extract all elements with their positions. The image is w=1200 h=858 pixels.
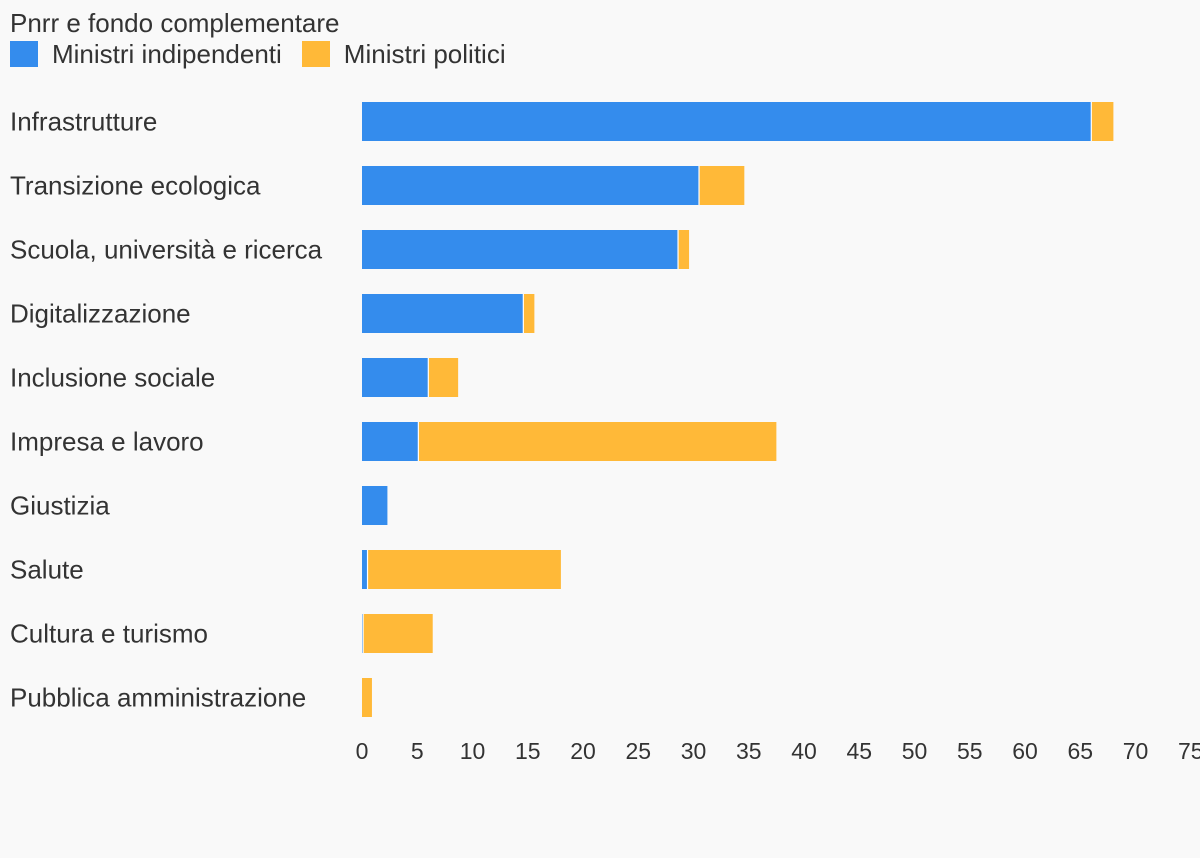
chart-title: Pnrr e fondo complementare bbox=[10, 8, 340, 38]
category-label-scuola-universit-e-ricerca: Scuola, università e ricerca bbox=[10, 235, 323, 265]
x-tick-label: 5 bbox=[411, 738, 424, 764]
bar-political-pubblica-amministrazione[interactable] bbox=[362, 678, 372, 717]
category-label-inclusione-sociale: Inclusione sociale bbox=[10, 363, 215, 393]
bar-independent-giustizia[interactable] bbox=[362, 486, 388, 525]
bar-political-inclusione-sociale[interactable] bbox=[428, 358, 459, 397]
x-tick-label: 40 bbox=[791, 738, 817, 764]
category-label-giustizia: Giustizia bbox=[10, 491, 110, 521]
bar-independent-infrastrutture[interactable] bbox=[362, 102, 1092, 141]
x-tick-label: 0 bbox=[356, 738, 369, 764]
x-tick-label: 65 bbox=[1067, 738, 1093, 764]
bar-independent-transizione-ecologica[interactable] bbox=[362, 166, 700, 205]
x-tick-label: 60 bbox=[1012, 738, 1038, 764]
bar-political-scuola-universit-e-ricerca[interactable] bbox=[678, 230, 690, 269]
x-tick-label: 15 bbox=[515, 738, 541, 764]
bar-independent-inclusione-sociale[interactable] bbox=[362, 358, 429, 397]
category-label-impresa-e-lavoro: Impresa e lavoro bbox=[10, 427, 204, 457]
bar-independent-digitalizzazione[interactable] bbox=[362, 294, 524, 333]
bar-political-salute[interactable] bbox=[367, 550, 561, 589]
x-tick-label: 50 bbox=[902, 738, 928, 764]
x-tick-label: 35 bbox=[736, 738, 762, 764]
legend-label-independent: Ministri indipendenti bbox=[52, 39, 282, 69]
bar-political-impresa-e-lavoro[interactable] bbox=[418, 422, 777, 461]
x-tick-label: 75 bbox=[1178, 738, 1200, 764]
bar-independent-impresa-e-lavoro[interactable] bbox=[362, 422, 419, 461]
bar-political-digitalizzazione[interactable] bbox=[523, 294, 535, 333]
bar-independent-scuola-universit-e-ricerca[interactable] bbox=[362, 230, 679, 269]
x-tick-label: 45 bbox=[846, 738, 872, 764]
x-tick-label: 10 bbox=[460, 738, 486, 764]
category-label-infrastrutture: Infrastrutture bbox=[10, 107, 157, 137]
category-label-cultura-e-turismo: Cultura e turismo bbox=[10, 619, 208, 649]
x-tick-label: 70 bbox=[1123, 738, 1149, 764]
bar-political-infrastrutture[interactable] bbox=[1091, 102, 1114, 141]
x-tick-label: 25 bbox=[625, 738, 651, 764]
category-label-salute: Salute bbox=[10, 555, 84, 585]
bar-political-transizione-ecologica[interactable] bbox=[699, 166, 745, 205]
category-label-transizione-ecologica: Transizione ecologica bbox=[10, 171, 261, 201]
legend-item-political: Ministri politici bbox=[301, 38, 506, 70]
legend-swatch-political bbox=[301, 41, 330, 67]
legend: Ministri indipendenti Ministri politici bbox=[10, 38, 526, 70]
x-tick-label: 30 bbox=[681, 738, 707, 764]
category-label-pubblica-amministrazione: Pubblica amministrazione bbox=[10, 683, 306, 713]
legend-swatch-independent bbox=[10, 41, 38, 67]
legend-item-independent: Ministri indipendenti bbox=[10, 38, 282, 70]
category-label-digitalizzazione: Digitalizzazione bbox=[10, 299, 191, 329]
bar-independent-salute[interactable] bbox=[362, 550, 368, 589]
x-tick-label: 20 bbox=[570, 738, 596, 764]
legend-label-political: Ministri politici bbox=[343, 39, 506, 69]
x-tick-label: 55 bbox=[957, 738, 983, 764]
bar-political-cultura-e-turismo[interactable] bbox=[363, 614, 433, 653]
